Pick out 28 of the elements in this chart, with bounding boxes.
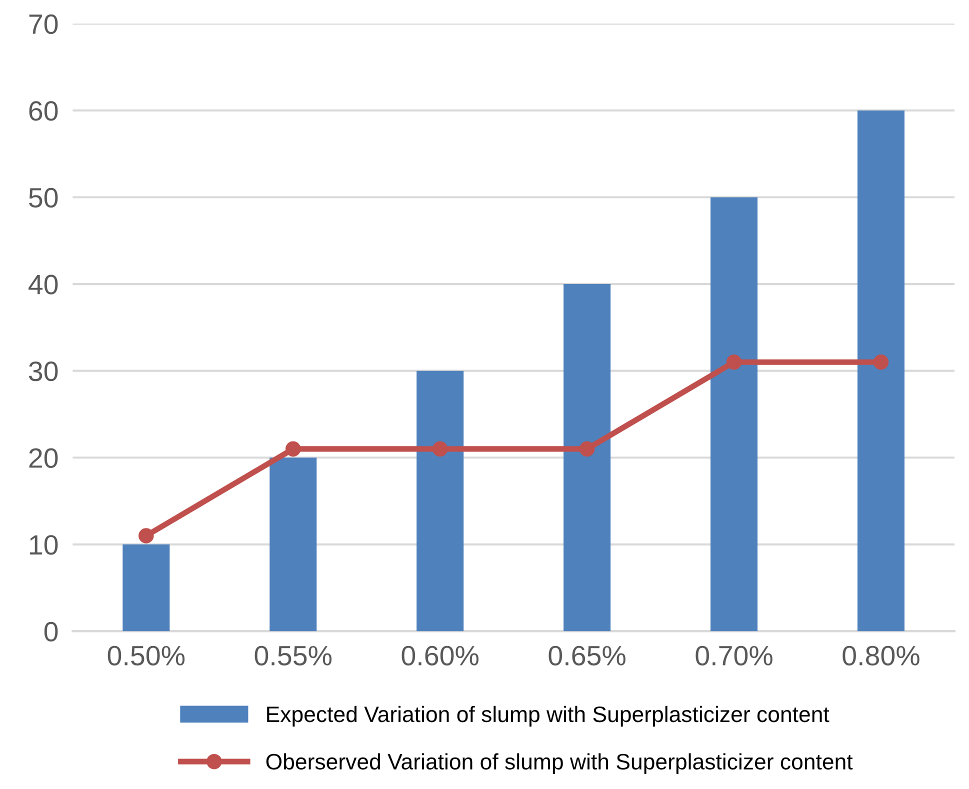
x-tick-label: 0.50% bbox=[108, 646, 185, 666]
legend-label: Expected Variation of slump with Superplasticizer content bbox=[267, 706, 830, 727]
point bbox=[726, 354, 742, 370]
y-tick-label: 60 bbox=[29, 101, 58, 121]
x-tick-label: 0.60% bbox=[402, 646, 478, 666]
point bbox=[579, 441, 595, 457]
bar bbox=[710, 197, 758, 632]
y-tick-label: 20 bbox=[29, 448, 58, 468]
point bbox=[285, 441, 301, 457]
bar bbox=[270, 458, 317, 632]
x-tick-label: 0.55% bbox=[254, 646, 332, 666]
bar bbox=[564, 284, 611, 632]
bar bbox=[416, 370, 464, 632]
point bbox=[138, 528, 154, 544]
y-tick-label: 0 bbox=[44, 622, 58, 642]
y-tick-label: 30 bbox=[28, 362, 58, 382]
point bbox=[432, 441, 448, 457]
y-tick-label: 10 bbox=[30, 535, 58, 555]
y-tick-label: 40 bbox=[28, 274, 58, 294]
y-tick-label: 70 bbox=[29, 14, 58, 34]
point bbox=[873, 354, 889, 370]
legend-label: Oberserved Variation of slump with Superplasticizer content bbox=[266, 753, 853, 774]
y-tick-label: 50 bbox=[29, 188, 58, 208]
x-tick-label: 0.80% bbox=[842, 646, 920, 666]
x-tick-label: 0.65% bbox=[548, 646, 626, 666]
bar bbox=[857, 110, 904, 632]
x-tick-label: 0.70% bbox=[696, 646, 772, 666]
bar bbox=[122, 544, 170, 632]
